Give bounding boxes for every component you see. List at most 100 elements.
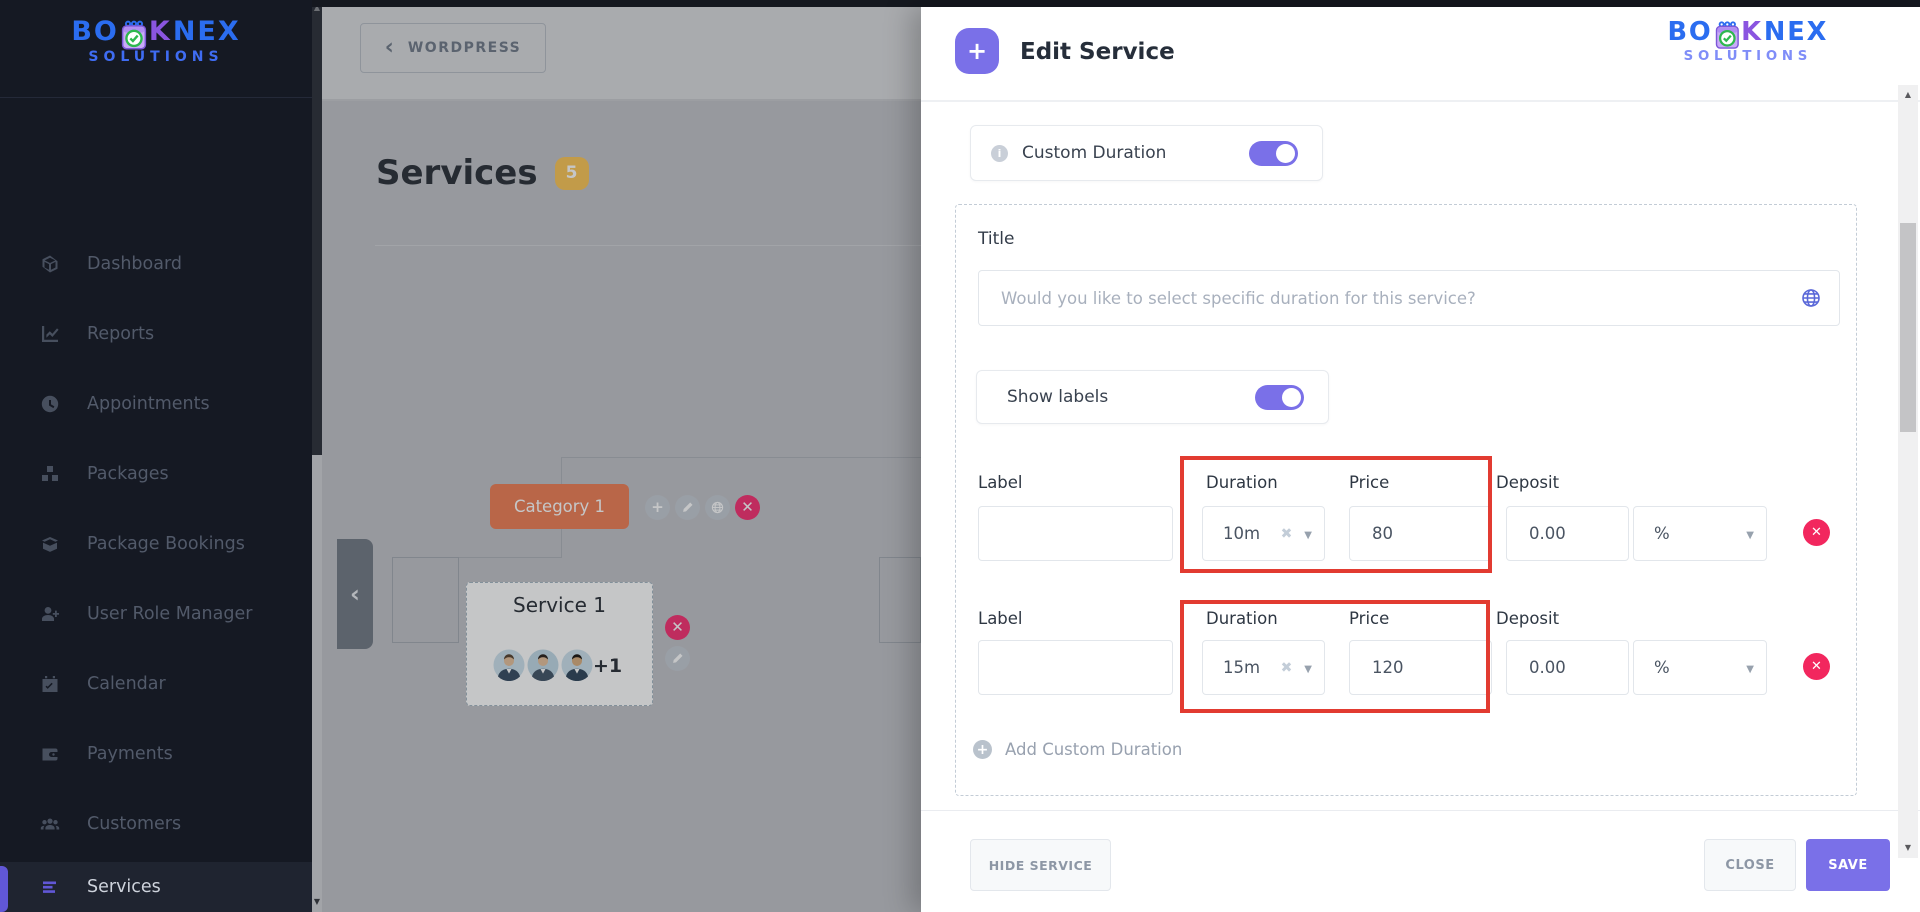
- sidebar-item-customers[interactable]: Customers: [0, 800, 312, 848]
- delete-category-button[interactable]: ✕: [735, 495, 760, 520]
- plus-badge-icon: +: [955, 28, 999, 74]
- remove-duration-row1-button[interactable]: [1803, 519, 1830, 546]
- tree-connector-line: [459, 557, 561, 558]
- sidebar-item-calendar[interactable]: Calendar: [0, 660, 312, 708]
- close-button[interactable]: CLOSE: [1704, 839, 1796, 891]
- hide-service-button[interactable]: HIDE SERVICE: [970, 839, 1111, 891]
- deposit-unit-select-row1[interactable]: %: [1633, 506, 1767, 561]
- edit-service-button[interactable]: [665, 646, 690, 671]
- logo-text-bo: BO: [71, 16, 119, 47]
- custom-duration-toggle[interactable]: [1249, 140, 1298, 166]
- services-count-badge: 5: [554, 156, 589, 190]
- box-open-icon: [40, 534, 60, 554]
- category-chip[interactable]: Category 1: [490, 484, 629, 529]
- label-input-row1[interactable]: [978, 506, 1173, 561]
- sidebar-item-services[interactable]: Services: [0, 862, 312, 912]
- more-avatars-count: +1: [593, 655, 623, 677]
- main-content: WORDPRESS Services 5 Category 1 + ✕ Serv…: [322, 7, 921, 912]
- calendar-check-logo-icon: [121, 20, 147, 50]
- cubes-icon: [40, 464, 60, 484]
- sidebar-item-payments[interactable]: Payments: [0, 730, 312, 778]
- window-top-edge: [312, 0, 1920, 7]
- service-card[interactable]: Service 1 +1: [466, 582, 653, 706]
- panel-title: Edit Service: [1020, 39, 1175, 65]
- chevron-down-icon: [1746, 661, 1754, 675]
- edit-category-button[interactable]: [675, 495, 700, 520]
- duration-settings-container: [955, 204, 1857, 796]
- clear-icon[interactable]: [1281, 660, 1293, 676]
- custom-duration-label: Custom Duration: [1022, 143, 1167, 163]
- sidebar-scrollbar-thumb[interactable]: [312, 0, 322, 455]
- price-input-row2[interactable]: [1349, 640, 1492, 695]
- wallet-icon: [40, 744, 60, 764]
- sidebar-item-label: Services: [87, 877, 161, 897]
- sidebar-item-label: User Role Manager: [87, 604, 253, 624]
- back-to-wordpress-button[interactable]: WORDPRESS: [360, 23, 546, 73]
- sidebar-item-packages[interactable]: Packages: [0, 450, 312, 498]
- column-label: Label: [978, 473, 1023, 492]
- duration-select-row1[interactable]: 10m: [1202, 506, 1325, 561]
- panel-collapse-handle[interactable]: [337, 539, 373, 649]
- logo-text-bo: BO: [1667, 17, 1713, 47]
- sidebar-item-package-bookings[interactable]: Package Bookings: [0, 520, 312, 568]
- tree-connector-line: [561, 457, 921, 458]
- sidebar-item-reports[interactable]: Reports: [0, 310, 312, 358]
- label-input-row2[interactable]: [978, 640, 1173, 695]
- add-custom-duration-label: Add Custom Duration: [1005, 740, 1183, 759]
- save-button[interactable]: SAVE: [1806, 839, 1890, 891]
- scroll-down-icon[interactable]: ▼: [313, 897, 321, 906]
- show-labels-toggle[interactable]: [1255, 384, 1304, 410]
- column-duration: Duration: [1206, 609, 1278, 628]
- duration-select-row2[interactable]: 15m: [1202, 640, 1325, 695]
- sidebar-scrollbar[interactable]: ▲ ▼: [312, 0, 322, 912]
- edit-service-panel: + Edit Service BO: [921, 7, 1920, 912]
- column-label: Label: [978, 609, 1023, 628]
- brand-logo: BO K NEX S: [1667, 17, 1828, 64]
- x-icon: ✕: [671, 618, 684, 636]
- scroll-up-icon[interactable]: ▲: [1904, 90, 1912, 99]
- title-input[interactable]: [978, 270, 1840, 326]
- sidebar: BO K NEX SOLUTIONS: [0, 0, 312, 912]
- plus-circle-icon: [973, 740, 992, 759]
- chevron-left-icon: [385, 39, 394, 58]
- add-custom-duration-button[interactable]: Add Custom Duration: [973, 740, 1182, 759]
- active-item-indicator: [0, 866, 8, 912]
- logo-text-nex: NEX: [1763, 17, 1828, 47]
- remove-duration-row2-button[interactable]: [1803, 653, 1830, 680]
- deposit-unit-select-row2[interactable]: %: [1633, 640, 1767, 695]
- sidebar-item-label: Appointments: [87, 394, 210, 414]
- logo-text-nex: NEX: [172, 16, 241, 47]
- scroll-up-icon[interactable]: ▲: [313, 3, 321, 12]
- calendar-check-icon: [40, 674, 60, 694]
- scroll-down-icon[interactable]: ▼: [1904, 843, 1912, 852]
- price-input-row1[interactable]: [1349, 506, 1492, 561]
- sidebar-item-appointments[interactable]: Appointments: [0, 380, 312, 428]
- logo-text-k: K: [1740, 17, 1763, 47]
- panel-scrollbar-thumb[interactable]: [1900, 223, 1916, 432]
- show-labels-label: Show labels: [1007, 387, 1109, 407]
- deposit-input-row1[interactable]: [1506, 506, 1629, 561]
- sidebar-item-user-role-manager[interactable]: User Role Manager: [0, 590, 312, 638]
- clear-icon[interactable]: [1281, 526, 1293, 542]
- plus-icon: +: [651, 498, 664, 516]
- staff-avatar: [561, 649, 593, 682]
- box-icon: [40, 254, 60, 274]
- deposit-input-row2[interactable]: [1506, 640, 1629, 695]
- deposit-unit-value: %: [1654, 658, 1670, 677]
- logo-subtitle: SOLUTIONS: [88, 49, 224, 65]
- translate-category-button[interactable]: [705, 495, 730, 520]
- chart-line-icon: [40, 324, 60, 344]
- sidebar-item-label: Calendar: [87, 674, 166, 694]
- delete-service-button[interactable]: ✕: [665, 615, 690, 640]
- column-price: Price: [1349, 609, 1390, 628]
- sidebar-item-dashboard[interactable]: Dashboard: [0, 240, 312, 288]
- section-divider: [375, 245, 921, 246]
- sidebar-item-label: Packages: [87, 464, 169, 484]
- translate-icon[interactable]: [1801, 288, 1821, 308]
- sidebar-item-label: Package Bookings: [87, 534, 245, 554]
- column-duration: Duration: [1206, 473, 1278, 492]
- duration-value: 10m: [1223, 524, 1261, 543]
- add-service-button[interactable]: +: [645, 495, 670, 520]
- column-deposit: Deposit: [1496, 609, 1560, 628]
- panel-scrollbar[interactable]: ▲ ▼: [1898, 85, 1918, 858]
